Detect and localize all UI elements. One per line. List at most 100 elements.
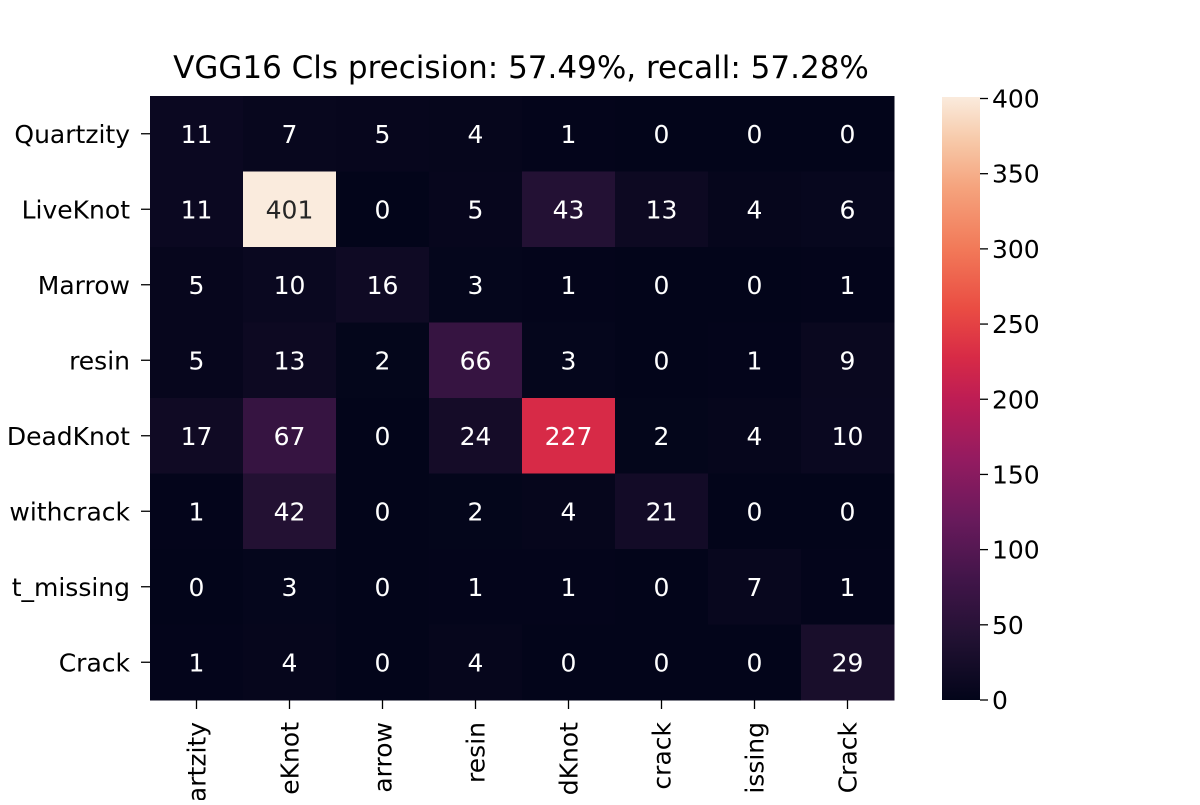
cell-value-label: 3 [468, 271, 484, 300]
cell-value-label: 42 [274, 497, 306, 526]
cell-value-label: 0 [747, 120, 763, 149]
heatmap-cell [615, 247, 709, 323]
cell-value-label: 1 [189, 648, 205, 677]
cell-value-label: 3 [561, 346, 577, 375]
col-tick-label: Crack [834, 721, 863, 793]
heatmap-cell [615, 624, 709, 701]
heatmap-cell [243, 96, 337, 172]
heatmap-cell [522, 398, 616, 474]
heatmap-cell [429, 322, 523, 399]
colorbar-tick-label: 50 [992, 611, 1024, 640]
cell-value-label: 29 [832, 648, 864, 677]
cell-value-label: 13 [274, 346, 306, 375]
cell-value-label: 16 [367, 271, 399, 300]
chart-title: VGG16 Cls precision: 57.49%, recall: 57.… [173, 50, 869, 86]
cell-value-label: 2 [654, 422, 670, 451]
heatmap-cell [801, 398, 895, 474]
cell-value-label: 1 [747, 346, 763, 375]
cell-value-label: 13 [646, 195, 678, 224]
cell-value-label: 0 [375, 648, 391, 677]
row-tick-label: Marrow [38, 271, 130, 300]
cell-value-label: 5 [189, 346, 205, 375]
row-tick-label: t_missing [12, 573, 130, 602]
heatmap-cell [801, 171, 895, 248]
cell-value-label: 21 [646, 497, 678, 526]
cell-value-label: 401 [266, 195, 314, 224]
heatmap-cell [243, 624, 337, 701]
cell-value-label: 0 [375, 195, 391, 224]
heatmap-cell [243, 171, 337, 248]
heatmap-cell [150, 322, 244, 399]
col-tick-label: dKnot [555, 722, 584, 795]
cell-value-label: 4 [747, 422, 763, 451]
cell-value-label: 0 [375, 422, 391, 451]
heatmap-cell [336, 549, 430, 625]
cell-value-label: 11 [181, 120, 213, 149]
row-tick-label: Crack [59, 648, 131, 677]
heatmap-cell [243, 398, 337, 474]
cell-value-label: 2 [468, 497, 484, 526]
row-tick-label: Quartzity [14, 120, 130, 149]
heatmap-cell [336, 322, 430, 399]
heatmap-cells: 11 7 5 4 1 0 0 011 401 0 5 43 13 4 65 10 16 3 1 0 0 15 13 2 66 3 0… [150, 96, 895, 701]
cell-value-label: 9 [840, 346, 856, 375]
cell-value-label: 3 [282, 573, 298, 602]
colorbar-tick-label: 150 [992, 460, 1040, 489]
cell-value-label: 7 [282, 120, 298, 149]
heatmap-cell [429, 171, 523, 248]
cell-value-label: 0 [840, 497, 856, 526]
heatmap-cell [150, 171, 244, 248]
heatmap-cell [336, 624, 430, 701]
heatmap-cell [801, 247, 895, 323]
heatmap-cell [150, 96, 244, 172]
heatmap-cell [708, 322, 802, 399]
column-tick-labels: artzity eKnot arrow resin dKnot crack issing Cr… [183, 700, 863, 802]
cell-value-label: 7 [747, 573, 763, 602]
row-tick-label: resin [69, 346, 130, 375]
cell-value-label: 0 [747, 648, 763, 677]
col-tick-label: artzity [183, 722, 212, 800]
colorbar-tick-label: 0 [992, 686, 1008, 715]
heatmap-cell [150, 247, 244, 323]
heatmap-cell [522, 247, 616, 323]
cell-value-label: 4 [747, 195, 763, 224]
colorbar-tick-label: 300 [992, 235, 1040, 264]
heatmap-cell [801, 322, 895, 399]
cell-value-label: 0 [747, 497, 763, 526]
heatmap-cell [336, 398, 430, 474]
cell-value-label: 0 [561, 648, 577, 677]
cell-value-label: 0 [654, 120, 670, 149]
heatmap-cell [243, 322, 337, 399]
colorbar-gradient [942, 97, 980, 700]
colorbar-tick-label: 200 [992, 385, 1040, 414]
cell-value-label: 0 [654, 346, 670, 375]
cell-value-label: 4 [468, 648, 484, 677]
heatmap-cell [708, 171, 802, 248]
cell-value-label: 17 [181, 422, 213, 451]
colorbar-tick-label: 250 [992, 310, 1040, 339]
cell-value-label: 1 [840, 271, 856, 300]
heatmap-cell [150, 549, 244, 625]
heatmap-cell [243, 473, 337, 550]
heatmap-cell [708, 473, 802, 550]
cell-value-label: 1 [468, 573, 484, 602]
cell-value-label: 67 [274, 422, 306, 451]
colorbar-tick-label: 400 [992, 85, 1040, 114]
cell-value-label: 2 [375, 346, 391, 375]
cell-value-label: 4 [468, 120, 484, 149]
heatmap-cell [615, 322, 709, 399]
cell-value-label: 11 [181, 195, 213, 224]
col-tick-label: issing [741, 722, 770, 794]
heatmap-cell [429, 624, 523, 701]
heatmap-cell [708, 247, 802, 323]
cell-value-label: 4 [561, 497, 577, 526]
cell-value-label: 10 [274, 271, 306, 300]
col-tick-label: arrow [369, 722, 398, 793]
heatmap-cell [429, 473, 523, 550]
cell-value-label: 10 [832, 422, 864, 451]
heatmap-cell [336, 171, 430, 248]
heatmap-cell [801, 549, 895, 625]
cell-value-label: 66 [460, 346, 492, 375]
